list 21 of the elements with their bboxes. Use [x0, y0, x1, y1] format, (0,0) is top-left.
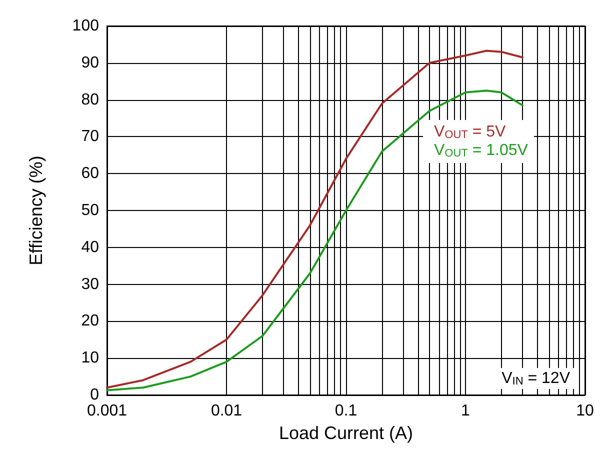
x-tick-label: 10 [576, 402, 594, 420]
y-tick-label: 80 [81, 91, 100, 108]
annotation: VIN = 12V [502, 370, 570, 388]
x-tick-label: 0.001 [86, 402, 128, 420]
y-tick-label: 40 [81, 238, 100, 256]
x-tick-label: 0.01 [210, 402, 242, 420]
x-axis-title: Load Current (A) [278, 422, 414, 443]
y-tick-label: 0 [90, 386, 100, 404]
y-tick-label: 90 [81, 54, 100, 72]
y-tick-label: 10 [81, 350, 100, 367]
x-tick-label: 0.1 [334, 402, 358, 420]
y-tick-label: 100 [72, 18, 100, 34]
y-tick-label: 60 [81, 165, 100, 182]
series-label: VOUT = 1.05V [434, 142, 528, 160]
x-tick-label: 1 [461, 402, 470, 420]
text: VOUT = 5V [434, 124, 506, 141]
y-tick-label: 70 [81, 128, 100, 146]
y-axis-title: Efficiency (%) [26, 156, 46, 266]
y-tick-label: 50 [81, 202, 100, 219]
y-tick-label: 20 [81, 312, 100, 330]
y-tick-label: 30 [81, 276, 100, 293]
